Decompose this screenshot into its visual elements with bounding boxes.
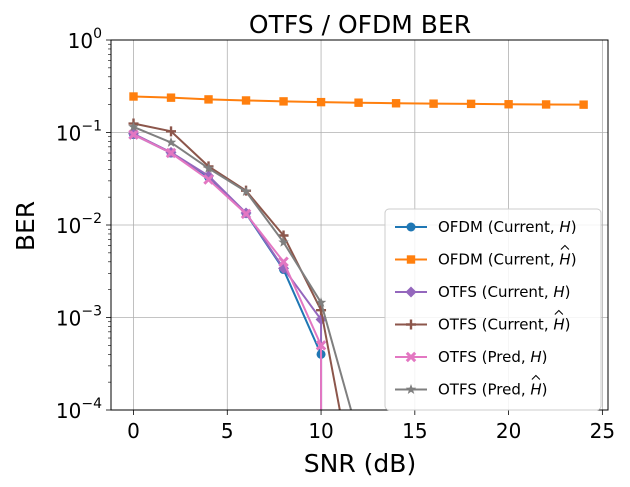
data-point xyxy=(316,305,327,316)
legend-entry: OTFS (Pred, H) xyxy=(395,374,548,399)
x-axis-label: SNR (dB) xyxy=(304,449,416,478)
legend-entry: OTFS (Current, H) xyxy=(395,283,571,301)
legend-marker xyxy=(405,286,417,298)
legend-marker xyxy=(406,319,416,330)
legend-box xyxy=(384,208,602,411)
data-point xyxy=(579,100,588,109)
legend-marker xyxy=(406,255,416,264)
legend-hat-accent xyxy=(554,309,564,315)
y-tick-label: 10−3 xyxy=(56,304,102,331)
legend-label: OFDM (Current, H) xyxy=(438,251,577,269)
y-tick-label: 10−2 xyxy=(56,211,102,238)
series-line xyxy=(133,122,341,410)
data-point xyxy=(504,100,513,109)
data-point xyxy=(203,162,214,173)
y-axis-label: BER xyxy=(11,201,40,251)
data-point xyxy=(204,95,213,104)
data-point xyxy=(166,93,176,102)
data-point xyxy=(278,256,289,268)
x-tick-label: 15 xyxy=(402,419,427,443)
chart-title: OTFS / OFDM BER xyxy=(249,10,471,39)
legend-hat-accent xyxy=(531,374,541,380)
legend-label: OTFS (Current, H) xyxy=(438,316,571,334)
data-point xyxy=(466,99,476,109)
data-point xyxy=(128,129,139,140)
data-point xyxy=(315,340,327,351)
x-tick-label: 25 xyxy=(590,419,615,443)
legend-label: OTFS (Pred, H) xyxy=(438,348,548,366)
legend-entry: OTFS (Pred, H) xyxy=(395,348,548,366)
y-tick-label: 10−1 xyxy=(56,119,102,146)
legend-entry: OFDM (Current, H) xyxy=(395,244,577,269)
x-tick-label: 0 xyxy=(127,419,140,443)
data-point xyxy=(316,97,326,107)
x-tick-label: 10 xyxy=(308,419,333,443)
data-point xyxy=(315,297,327,308)
data-point xyxy=(541,100,551,109)
data-point xyxy=(241,96,251,105)
x-tick-label: 5 xyxy=(221,419,234,443)
legend-label: OTFS (Pred, H) xyxy=(438,381,548,399)
legend: OFDM (Current, H) OFDM (Current, H) OTFS (… xyxy=(384,208,602,411)
data-point xyxy=(278,236,289,247)
legend-entry: OTFS (Current, H) xyxy=(395,309,571,334)
legend-marker xyxy=(406,222,416,232)
axis-ticks: 0 5 10 15 20 25 100 10−1 10−2 10−3 10−4 xyxy=(56,26,615,443)
series-5 xyxy=(128,121,353,410)
series-1 xyxy=(129,92,588,109)
data-point xyxy=(129,92,138,101)
y-tick-label: 10−4 xyxy=(56,396,102,423)
data-point xyxy=(240,208,252,220)
data-point xyxy=(240,186,252,196)
series-4 xyxy=(128,129,327,410)
data-point xyxy=(429,99,438,108)
y-tick-label: 100 xyxy=(68,26,102,53)
data-point xyxy=(166,126,177,137)
legend-marker xyxy=(405,351,417,363)
data-point xyxy=(165,147,177,159)
series-layer xyxy=(128,92,588,410)
legend-marker xyxy=(405,384,417,394)
data-point xyxy=(128,121,139,132)
data-point xyxy=(203,174,214,185)
data-point xyxy=(391,99,401,108)
legend-hat-accent xyxy=(560,244,570,250)
legend-entry: OFDM (Current, H) xyxy=(395,218,577,236)
legend-label: OFDM (Current, H) xyxy=(438,218,577,236)
data-point xyxy=(354,98,363,107)
series-line xyxy=(133,125,353,410)
data-point xyxy=(279,97,288,106)
series-3 xyxy=(128,118,341,410)
legend-label: OTFS (Current, H) xyxy=(438,283,571,301)
x-tick-label: 20 xyxy=(496,419,521,443)
data-point xyxy=(165,136,177,147)
data-point xyxy=(278,230,289,241)
